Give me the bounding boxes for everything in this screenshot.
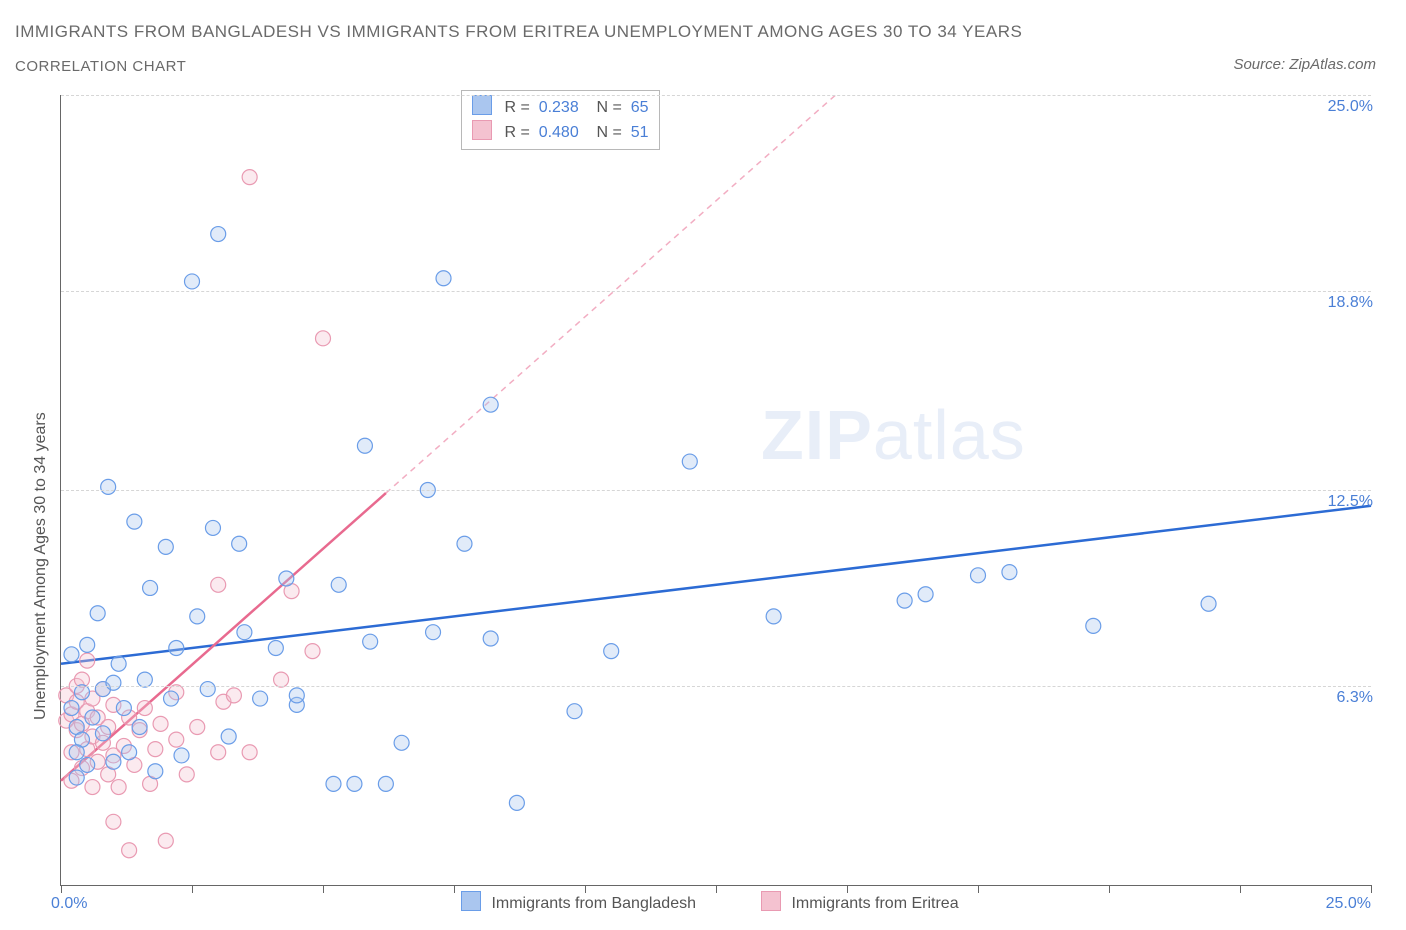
r-label-2: R = [504,124,529,141]
x-axis-right-label: 25.0% [1326,895,1371,913]
y-axis-label: Unemployment Among Ages 30 to 34 years [32,412,50,720]
x-tick [1240,885,1241,893]
legend-swatch-2 [761,891,781,911]
y-tick-label: 18.8% [1328,294,1373,312]
stats-row-1: R = 0.238 N = 65 [472,95,649,120]
gridline-h [61,291,1371,292]
x-tick [978,885,979,893]
x-tick [61,885,62,893]
legend-swatch-1 [461,891,481,911]
x-tick [1109,885,1110,893]
gridline-h [61,490,1371,491]
r-value-2: 0.480 [539,124,579,141]
y-tick-label: 6.3% [1337,689,1373,707]
stats-row-2: R = 0.480 N = 51 [472,120,649,145]
gridline-h [61,686,1371,687]
x-tick [716,885,717,893]
x-tick [847,885,848,893]
y-tick-label: 25.0% [1328,98,1373,116]
stats-swatch-2 [472,120,492,140]
x-tick [454,885,455,893]
stats-swatch-1 [472,95,492,115]
n-value-2: 51 [631,124,649,141]
stats-box: R = 0.238 N = 65 R = 0.480 N = 51 [461,90,660,150]
legend-label-2: Immigrants from Eritrea [791,895,958,912]
n-label-1: N = [597,99,622,116]
r-value-1: 0.238 [539,99,579,116]
n-value-1: 65 [631,99,649,116]
bottom-legend-1: Immigrants from Bangladesh [461,891,696,913]
x-tick [585,885,586,893]
legend-label-1: Immigrants from Bangladesh [491,895,696,912]
source-label: Source: ZipAtlas.com [1233,56,1376,73]
x-axis-left-label: 0.0% [51,895,87,913]
gridline-h [61,95,1371,96]
y-tick-label: 12.5% [1328,493,1373,511]
page-subtitle: CORRELATION CHART [15,58,186,75]
bottom-legend-2: Immigrants from Eritrea [761,891,959,913]
x-tick [1371,885,1372,893]
n-label-2: N = [597,124,622,141]
x-tick [192,885,193,893]
r-label-1: R = [504,99,529,116]
x-tick [323,885,324,893]
page-title: IMMIGRANTS FROM BANGLADESH VS IMMIGRANTS… [15,22,1022,42]
scatter-plot: ZIPatlas R = 0.238 N = 65 R = 0.480 N = … [60,95,1371,886]
